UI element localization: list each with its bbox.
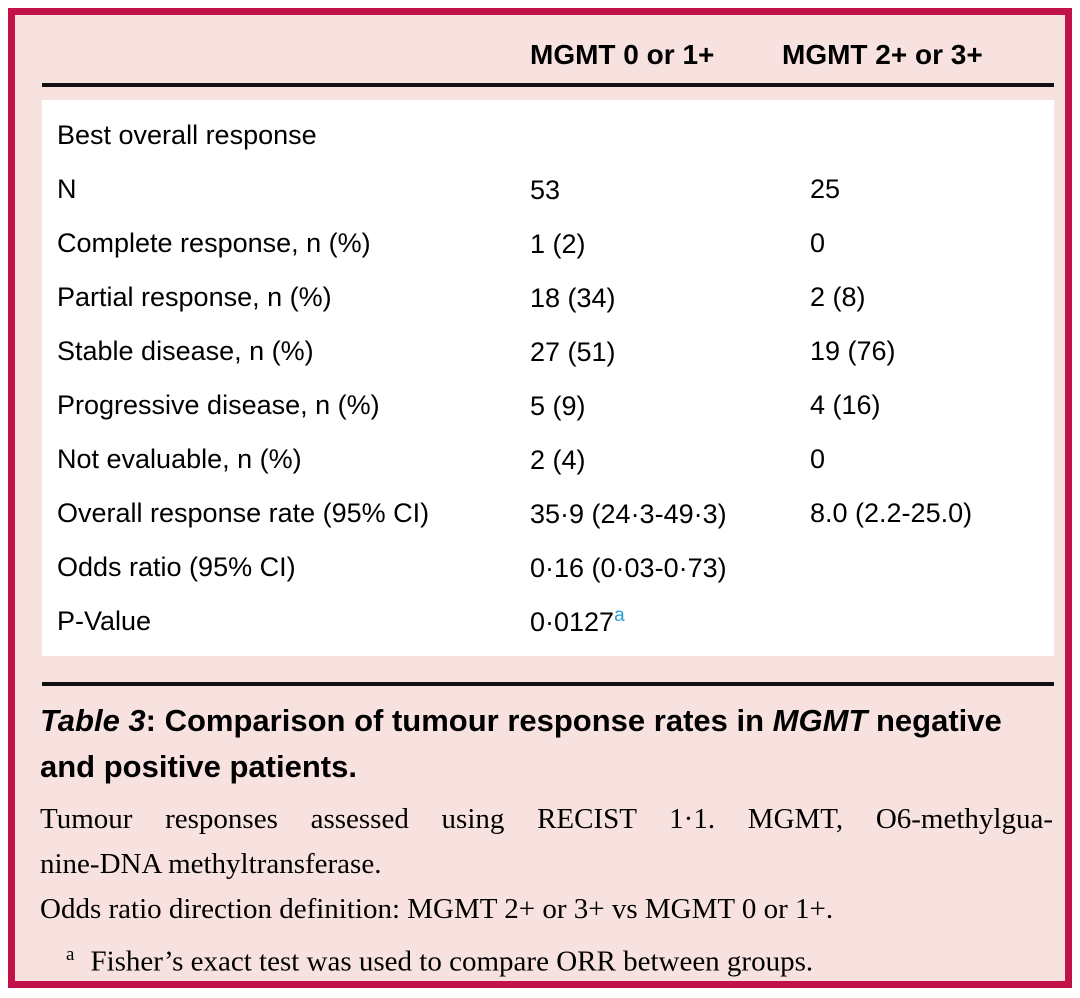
- row-value-mgmt-0-1: 2 (4): [530, 444, 586, 475]
- table-header-row: MGMT 0 or 1+ MGMT 2+ or 3+: [15, 15, 1065, 83]
- footnote-fishers-test: a Fisher’s exact test was used to compare…: [40, 932, 1053, 981]
- header-col-mgmt-2-3: MGMT 2+ or 3+: [782, 39, 983, 70]
- table-row: Odds ratio (95% CI) 0·16 (0·03-0·73): [57, 540, 1054, 594]
- row-value-mgmt-2-3: 8.0 (2.2-25.0): [810, 497, 973, 528]
- row-value-mgmt-2-3: 2 (8): [810, 281, 866, 312]
- row-label: Not evaluable, n (%): [57, 443, 302, 474]
- footnote-odds-ratio-definition: Odds ratio direction definition: MGMT 2+…: [40, 893, 834, 925]
- top-rule: [42, 83, 1054, 87]
- row-label: Stable disease, n (%): [57, 335, 314, 366]
- footnote-marker-a: a: [614, 604, 625, 626]
- row-label: Odds ratio (95% CI): [57, 551, 296, 582]
- header-col-mgmt-0-1: MGMT 0 or 1+: [530, 39, 715, 70]
- footnote-a-marker: a: [66, 944, 75, 965]
- table-row: P-Value 0·0127a: [57, 594, 1054, 648]
- row-value-mgmt-0-1: 27 (51): [530, 336, 616, 367]
- row-value-mgmt-2-3: 25: [810, 173, 841, 204]
- table-row: Partial response, n (%) 18 (34) 2 (8): [57, 270, 1054, 324]
- table-panel: MGMT 0 or 1+ MGMT 2+ or 3+ Best overall …: [8, 8, 1072, 988]
- table-row: Best overall response: [57, 108, 1054, 162]
- caption-text-end: negative and positive patients.: [40, 703, 1002, 784]
- row-label: Complete response, n (%): [57, 227, 371, 258]
- table-row: N 53 25: [57, 162, 1054, 216]
- row-label: Best overall response: [57, 119, 317, 150]
- row-label: Overall response rate (95% CI): [57, 497, 430, 528]
- table-row: Overall response rate (95% CI) 35·9 (24·…: [57, 486, 1054, 540]
- row-value-mgmt-0-1: 1 (2): [530, 228, 586, 259]
- row-label: Partial response, n (%): [57, 281, 332, 312]
- table-row: Stable disease, n (%) 27 (51) 19 (76): [57, 324, 1054, 378]
- caption-table-label: Table 3: [40, 703, 146, 738]
- row-value-mgmt-2-3: 19 (76): [810, 335, 896, 366]
- row-value-mgmt-2-3: 4 (16): [810, 389, 881, 420]
- caption-gene-name: MGMT: [772, 703, 868, 738]
- bottom-rule: [42, 682, 1054, 686]
- row-label: N: [57, 173, 77, 204]
- row-value-mgmt-0-1: 18 (34): [530, 282, 616, 313]
- row-value-mgmt-0-1: 0·16 (0·03-0·73): [530, 552, 727, 583]
- row-value-mgmt-2-3: 0: [810, 443, 826, 474]
- table-footnotes: Tumour responses assessed using RECIST 1…: [40, 797, 1053, 981]
- row-value-mgmt-2-3: 0: [810, 227, 826, 258]
- footnote-abbreviations-line2: nine-DNA methyltransferase.: [40, 848, 382, 880]
- row-value-mgmt-0-1: 0·0127a: [530, 604, 625, 637]
- table-row: Complete response, n (%) 1 (2) 0: [57, 216, 1054, 270]
- table-row: Progressive disease, n (%) 5 (9) 4 (16): [57, 378, 1054, 432]
- footnote-a-text: Fisher’s exact test was used to compare …: [90, 945, 814, 978]
- footnote-abbreviations-line1: Tumour responses assessed using RECIST 1…: [40, 803, 1053, 835]
- row-value-mgmt-0-1: 5 (9): [530, 390, 586, 421]
- table-caption: Table 3: Comparison of tumour response r…: [40, 698, 1052, 790]
- caption-text: : Comparison of tumour response rates in: [145, 703, 773, 738]
- row-value-mgmt-0-1: 35·9 (24·3-49·3): [530, 498, 727, 529]
- row-label: P-Value: [57, 605, 152, 636]
- row-value-mgmt-0-1: 53: [530, 174, 561, 205]
- row-label: Progressive disease, n (%): [57, 389, 380, 420]
- table-row: Not evaluable, n (%) 2 (4) 0: [57, 432, 1054, 486]
- table-body: Best overall response N 53 25 Complete r…: [42, 100, 1054, 656]
